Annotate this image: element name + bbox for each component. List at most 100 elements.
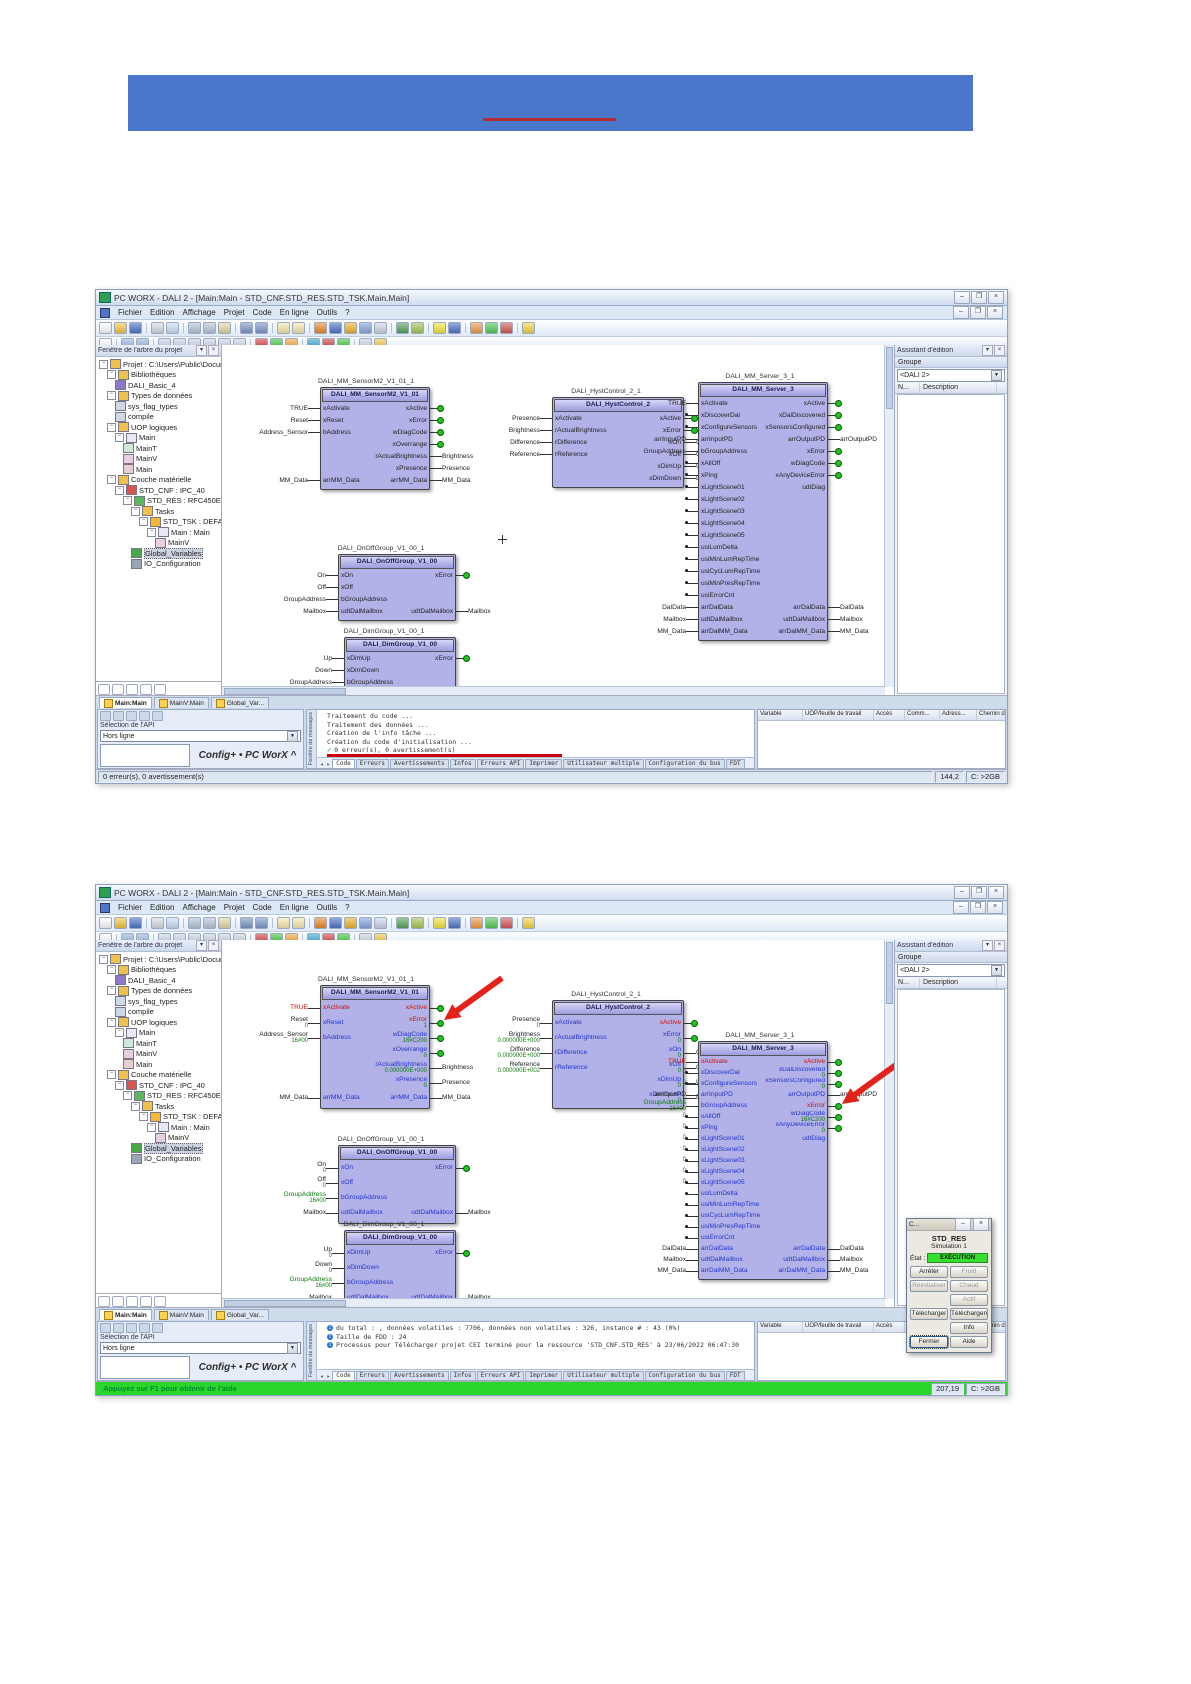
open-icon[interactable]: [114, 322, 127, 334]
open-icon[interactable]: [114, 917, 127, 929]
tree-item-std-cnf-ipc-40[interactable]: − STD_CNF : IPC_40: [96, 485, 221, 496]
fb-input-port[interactable]: [320, 1075, 375, 1090]
fb-input-port[interactable]: udtDalMailbox: [698, 613, 763, 625]
fb-input-port[interactable]: xDimUp: [344, 652, 400, 664]
fb-input-port[interactable]: udtDalMailbox: [344, 1290, 400, 1305]
menu-code[interactable]: Code: [252, 903, 272, 912]
fb-output-port[interactable]: wDiagCode: [375, 426, 430, 438]
fb-input-port[interactable]: xActivate: [698, 397, 763, 409]
fb-output-port[interactable]: arrDalMM_Data: [763, 625, 828, 637]
fb-output-port[interactable]: xError: [400, 1245, 456, 1260]
fb-input-port[interactable]: usiLumDelta: [698, 1188, 763, 1199]
fb-output-port[interactable]: xError: [375, 414, 430, 426]
fb-output-port[interactable]: [763, 1210, 828, 1221]
fb-input-port[interactable]: arrMM_Data: [320, 1090, 375, 1105]
zoom-out-icon[interactable]: [292, 322, 305, 334]
fb-input-port[interactable]: bAddress: [320, 1030, 375, 1045]
fb-output-port[interactable]: [763, 1221, 828, 1232]
fb-input-port[interactable]: xActivate: [552, 412, 618, 424]
make-icon[interactable]: [448, 917, 461, 929]
tree-item-biblioth-ques[interactable]: − Bibliothèques: [96, 964, 221, 976]
fb-input-port[interactable]: usiCycLumRepTime: [698, 1210, 763, 1221]
tree-item-maint[interactable]: MainT: [96, 443, 221, 454]
wizard-icon[interactable]: [396, 322, 409, 334]
fb-input-port[interactable]: xLightScene04: [698, 517, 763, 529]
dialog-button-fermer[interactable]: Fermer: [909, 1335, 949, 1349]
tree-item-main[interactable]: − Main: [96, 432, 221, 444]
fb-input-port[interactable]: usiCycLumRepTime: [698, 565, 763, 577]
fb-input-port[interactable]: xLightScene04: [698, 1166, 763, 1177]
tree-expand-icon[interactable]: −: [107, 391, 116, 401]
fb-output-port[interactable]: [400, 1260, 456, 1275]
tree-item-mainv[interactable]: MainV: [96, 537, 221, 549]
tree-item-main[interactable]: Main: [96, 464, 221, 475]
fb-output-port[interactable]: xError: [618, 424, 684, 436]
monitor-icon[interactable]: [139, 711, 150, 721]
fb-input-port[interactable]: udtDalMailbox: [698, 1254, 763, 1265]
chevron-down-icon[interactable]: ▼: [287, 1342, 298, 1354]
fb-input-port[interactable]: bGroupAddress: [344, 1275, 400, 1290]
fb-input-port[interactable]: bGroupAddress: [698, 1100, 763, 1111]
wizard-icon[interactable]: [396, 917, 409, 929]
fb-output-port[interactable]: xError: [400, 652, 456, 664]
save-icon[interactable]: [129, 917, 142, 929]
tab-global-var[interactable]: Global_Var...: [210, 697, 269, 708]
child-restore-button[interactable]: ❐: [970, 306, 986, 319]
chevron-down-icon[interactable]: ▼: [287, 730, 298, 742]
compile-icon[interactable]: [433, 917, 446, 929]
fb-output-port[interactable]: xOn 0: [618, 1045, 684, 1060]
fb-output-port[interactable]: [763, 1177, 828, 1188]
fb-input-port[interactable]: usiMinPresRepTime: [698, 577, 763, 589]
tree-item-mainv[interactable]: MainV: [96, 453, 221, 465]
fb-input-port[interactable]: usiMinLumRepTime: [698, 1199, 763, 1210]
pin-icon[interactable]: ▾: [196, 940, 207, 951]
fb-output-port[interactable]: [763, 565, 828, 577]
message-tab-infos[interactable]: Infos: [449, 759, 476, 768]
fb-output-port[interactable]: [763, 1155, 828, 1166]
fb-output-port[interactable]: udtDalMailbox: [763, 613, 828, 625]
message-tab-utilisateur-multiple[interactable]: Utilisateur multiple: [563, 1371, 644, 1380]
fb-input-port[interactable]: bGroupAddress: [338, 593, 397, 605]
window-tile-icon[interactable]: [344, 917, 357, 929]
pin-icon[interactable]: ▾: [196, 345, 207, 356]
fb-output-port[interactable]: [763, 1232, 828, 1243]
download-icon[interactable]: [470, 917, 483, 929]
fb-output-port[interactable]: xError: [763, 1100, 828, 1111]
fb-input-port[interactable]: rDifference: [552, 436, 618, 448]
message-tab-erreurs-api[interactable]: Erreurs API: [476, 1371, 525, 1380]
assistant-list[interactable]: [897, 394, 1005, 694]
fb-input-port[interactable]: xDimDown: [344, 664, 400, 676]
plc-list-box[interactable]: [100, 1356, 190, 1379]
fb-output-port[interactable]: xDimDown: [618, 472, 684, 484]
restore-button[interactable]: ❐: [971, 291, 987, 304]
fb-output-port[interactable]: xDalDiscovered: [763, 409, 828, 421]
message-tab-imprimer[interactable]: Imprimer: [525, 759, 563, 768]
pin-icon[interactable]: ▾: [982, 940, 993, 951]
save-icon[interactable]: [129, 322, 142, 334]
menu-en-ligne[interactable]: En ligne: [279, 308, 309, 317]
variables-column-chemin-d-a[interactable]: Chemin d'a: [977, 1322, 1005, 1332]
fb-output-port[interactable]: xSensorsConfigured 0: [763, 1078, 828, 1089]
fb-input-port[interactable]: rDifference: [552, 1045, 618, 1060]
message-tab-avertissements[interactable]: Avertissements: [390, 759, 449, 768]
make-icon[interactable]: [448, 322, 461, 334]
fb-input-port[interactable]: [320, 450, 375, 462]
window-close-icon[interactable]: [374, 322, 387, 334]
dialog-button-t-l-charger[interactable]: Télécharger: [910, 1308, 948, 1320]
fb-input-port[interactable]: rActualBrightness: [552, 424, 618, 436]
tree-item-compile[interactable]: compile: [96, 1006, 221, 1018]
fb-input-port[interactable]: [552, 460, 618, 472]
tree-expand-icon[interactable]: −: [107, 965, 116, 975]
fb-input-port[interactable]: xDimDown: [344, 1260, 400, 1275]
variables-column-comm[interactable]: Comm...: [905, 710, 940, 720]
fb-output-port[interactable]: xSensorsConfigured: [763, 421, 828, 433]
chevron-down-icon[interactable]: ▼: [991, 370, 1002, 381]
new-icon[interactable]: [99, 322, 112, 334]
fb-input-port[interactable]: [552, 1075, 618, 1090]
close-panel-icon[interactable]: ×: [994, 940, 1005, 951]
zoom-in-icon[interactable]: [277, 917, 290, 929]
fb-output-port[interactable]: [763, 529, 828, 541]
dialog-close-button[interactable]: ×: [973, 1218, 989, 1231]
tree-expand-icon[interactable]: −: [107, 1017, 116, 1027]
fb-output-port[interactable]: xAnyDeviceError 0: [763, 1122, 828, 1133]
